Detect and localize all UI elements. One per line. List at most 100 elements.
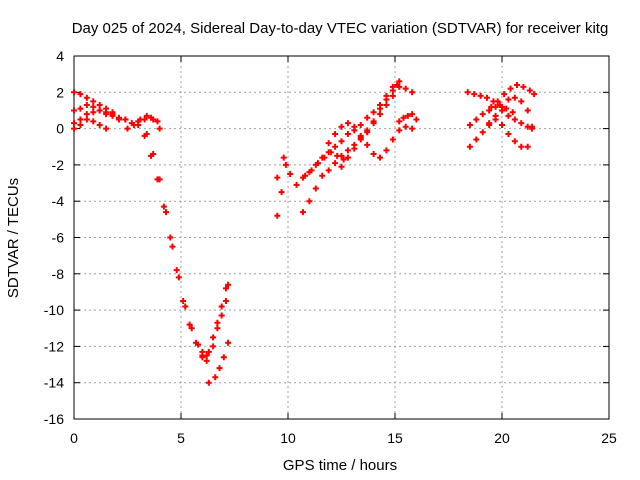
data-point	[71, 107, 77, 114]
data-point	[377, 105, 384, 112]
data-point	[96, 121, 103, 128]
data-point	[325, 167, 332, 174]
data-point	[505, 112, 512, 119]
x-tick-label: 10	[280, 430, 296, 446]
data-point	[225, 281, 232, 288]
data-point	[195, 341, 202, 348]
y-tick-label: 4	[56, 48, 64, 64]
data-point	[274, 174, 281, 181]
data-point	[511, 138, 518, 145]
data-point	[507, 85, 514, 92]
series-arc-1	[71, 89, 116, 116]
data-point	[370, 120, 377, 127]
x-tick-label: 5	[177, 430, 185, 446]
data-point	[364, 114, 371, 121]
data-point	[212, 374, 219, 381]
series-arc-20	[464, 89, 516, 116]
y-tick-label: 0	[56, 121, 64, 137]
data-point	[334, 152, 341, 159]
data-point	[332, 143, 339, 150]
data-point	[150, 151, 157, 158]
data-point	[77, 121, 84, 128]
data-point	[282, 161, 289, 168]
series-arc-6	[124, 112, 163, 132]
series-arc-13	[274, 78, 403, 188]
data-point	[180, 298, 187, 305]
series-arc-11	[205, 339, 232, 386]
series-arc-23	[488, 82, 538, 110]
x-tick-label: 20	[494, 430, 510, 446]
data-point	[513, 82, 520, 89]
data-point	[90, 118, 97, 125]
data-point	[509, 109, 516, 116]
data-point	[312, 185, 319, 192]
data-point	[370, 151, 377, 158]
data-point	[357, 136, 364, 143]
data-point	[205, 379, 212, 386]
data-point	[186, 321, 193, 328]
data-point	[287, 170, 294, 177]
data-point	[96, 102, 103, 109]
data-point	[351, 145, 358, 152]
series-arc-10	[203, 281, 232, 364]
data-point	[90, 98, 97, 105]
data-point	[383, 102, 390, 109]
data-point	[338, 163, 345, 170]
data-point	[479, 129, 486, 136]
data-point	[214, 325, 221, 332]
data-point	[182, 303, 189, 310]
data-point	[383, 147, 390, 154]
data-point	[466, 121, 473, 128]
data-point	[396, 78, 403, 85]
data-point	[332, 131, 339, 138]
data-point	[400, 114, 407, 121]
data-point	[357, 121, 364, 128]
data-point	[528, 123, 535, 130]
data-point	[274, 212, 281, 219]
data-point	[71, 125, 77, 132]
data-point	[203, 357, 210, 364]
data-point	[518, 143, 525, 150]
data-point	[173, 267, 180, 274]
data-point	[479, 111, 486, 118]
data-point	[505, 131, 512, 138]
series-arc-12	[274, 161, 289, 219]
data-point	[494, 98, 501, 105]
data-point	[389, 136, 396, 143]
data-point	[150, 116, 157, 123]
data-point	[484, 94, 491, 101]
y-tick-label: -12	[44, 338, 64, 354]
data-point	[143, 131, 150, 138]
data-point	[299, 209, 306, 216]
data-point	[389, 92, 396, 99]
data-point	[524, 143, 531, 150]
data-point	[124, 125, 131, 132]
data-point	[175, 274, 182, 281]
data-point	[524, 107, 531, 114]
data-point	[338, 138, 345, 145]
data-point	[344, 120, 351, 127]
y-tick-label: -4	[52, 193, 65, 209]
y-tick-label: -2	[52, 157, 65, 173]
y-tick-label: -14	[44, 375, 64, 391]
data-point	[402, 85, 409, 92]
data-point	[96, 107, 103, 114]
data-point	[499, 121, 505, 128]
data-point	[409, 89, 416, 96]
data-point	[377, 111, 384, 118]
data-point	[518, 98, 525, 105]
data-point	[511, 94, 518, 101]
data-point	[109, 111, 116, 118]
data-point	[466, 143, 473, 150]
data-point	[90, 109, 97, 116]
data-point	[220, 354, 227, 361]
data-point	[520, 83, 527, 90]
data-point	[396, 83, 403, 90]
data-point	[404, 112, 411, 119]
data-point	[308, 167, 315, 174]
axis-ticks: 0 5 10 15 20 25 -16 -14 -12 -10 -8 -6 -4 -2 0 2 4	[44, 48, 617, 446]
data-point	[143, 112, 150, 119]
x-tick-label: 15	[387, 430, 403, 446]
data-point	[280, 154, 287, 161]
data-point	[511, 116, 518, 123]
